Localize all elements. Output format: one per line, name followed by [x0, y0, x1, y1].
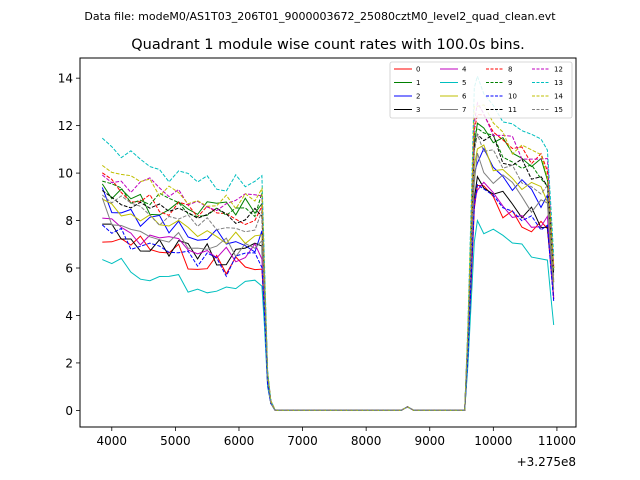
legend-label-1: 1 — [416, 79, 420, 87]
y-tick-label: 0 — [65, 404, 73, 418]
series-line-1 — [101, 122, 555, 411]
x-tick-label: 10000 — [474, 434, 512, 448]
legend-label-15: 15 — [554, 106, 563, 114]
legend-label-11: 11 — [508, 106, 517, 114]
series-line-13 — [101, 74, 555, 411]
legend-label-4: 4 — [462, 66, 467, 74]
legend-label-14: 14 — [554, 93, 563, 101]
legend-label-9: 9 — [508, 79, 512, 87]
y-tick-label: 8 — [65, 214, 73, 228]
legend-label-7: 7 — [462, 106, 466, 114]
legend-label-2: 2 — [416, 93, 420, 101]
series-line-5 — [102, 218, 555, 411]
series-line-9 — [102, 127, 555, 411]
x-offset-label: +3.275e8 — [517, 455, 576, 469]
legend-label-8: 8 — [508, 66, 512, 74]
series-line-7 — [101, 152, 555, 411]
series-line-10 — [101, 183, 555, 411]
chart-title: Quadrant 1 module wise count rates with … — [131, 37, 525, 53]
legend-label-5: 5 — [462, 79, 466, 87]
legend-label-6: 6 — [462, 93, 467, 101]
legend-label-3: 3 — [416, 106, 420, 114]
legend-box — [389, 61, 573, 119]
y-tick-label: 4 — [65, 309, 73, 323]
x-tick-label: 7000 — [287, 434, 318, 448]
series-line-15 — [101, 132, 555, 411]
x-axis: 4000 5000 6000 7000 8000 9000 10000 11000 — [97, 427, 576, 448]
series-line-12 — [101, 101, 555, 411]
y-tick-label: 12 — [58, 119, 73, 133]
y-tick-label: 14 — [58, 72, 73, 86]
series-layer — [101, 74, 555, 411]
y-tick-label: 2 — [65, 356, 73, 370]
series-line-3 — [102, 175, 555, 411]
x-tick-label: 8000 — [351, 434, 382, 448]
legend-label-10: 10 — [508, 93, 517, 101]
legend-label-13: 13 — [554, 79, 563, 87]
figure-suptitle: Data file: modeM0/AS1T03_206T01_90000036… — [84, 10, 556, 23]
series-line-8 — [102, 114, 555, 411]
x-tick-label: 11000 — [538, 434, 576, 448]
x-tick-label: 9000 — [414, 434, 445, 448]
x-tick-label: 6000 — [224, 434, 255, 448]
legend-label-0: 0 — [416, 66, 420, 74]
x-tick-label: 4000 — [97, 434, 128, 448]
series-line-0 — [102, 184, 555, 411]
y-tick-label: 10 — [58, 167, 73, 181]
y-tick-label: 6 — [65, 262, 73, 276]
y-axis: 0 2 4 6 8 10 12 14 — [58, 72, 80, 418]
legend-label-12: 12 — [554, 66, 563, 74]
plot-frame — [79, 57, 577, 428]
x-tick-label: 5000 — [160, 434, 191, 448]
